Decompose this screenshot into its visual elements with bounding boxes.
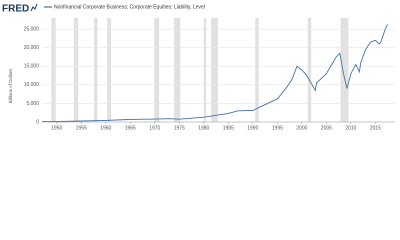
recession-band (93, 18, 98, 122)
recession-band (340, 18, 349, 122)
x-tick-label: 1965 (125, 125, 136, 131)
recession-band (107, 18, 112, 122)
x-tick-label: 1970 (149, 125, 160, 131)
recession-band (255, 18, 259, 122)
y-tick-label: 5,000 (26, 101, 39, 107)
x-tick-label: 2010 (345, 125, 356, 131)
recession-band (307, 18, 312, 122)
recession-band (211, 18, 219, 122)
x-tick-label: 1980 (198, 125, 209, 131)
data-line (41, 24, 389, 123)
x-tick-label: 1950 (51, 125, 62, 131)
recession-band (73, 18, 79, 122)
background (0, 0, 400, 134)
legend-label: Nonfinancial Corporate Business; Corpora… (54, 5, 205, 11)
x-tick-label: 1985 (223, 125, 234, 131)
x-tick-label: 1990 (247, 125, 258, 131)
x-tick-label: 2005 (321, 125, 332, 131)
chart: FRED Nonfinancial Corporate Business; Co… (0, 0, 400, 134)
y-tick-label: 20,000 (24, 45, 40, 51)
recession-band (203, 18, 207, 122)
y-tick-label: 25,000 (24, 26, 40, 32)
x-tick-label: 1975 (174, 125, 185, 131)
logo-icon (30, 3, 38, 12)
recession-band (154, 18, 160, 122)
x-tick-label: 1995 (272, 125, 283, 131)
recession-band (51, 18, 56, 122)
recession-band (173, 18, 181, 122)
x-tick-label: 1960 (100, 125, 111, 131)
y-axis-title: Billions of Dollars (8, 68, 13, 103)
logo: FRED (2, 4, 29, 15)
y-tick-label: 15,000 (24, 64, 40, 70)
x-tick-label: 2015 (370, 125, 381, 131)
x-tick-label: 2000 (296, 125, 307, 131)
y-tick-label: 10,000 (24, 82, 40, 88)
y-tick-label: 0 (36, 119, 39, 125)
x-tick-label: 1955 (76, 125, 87, 131)
